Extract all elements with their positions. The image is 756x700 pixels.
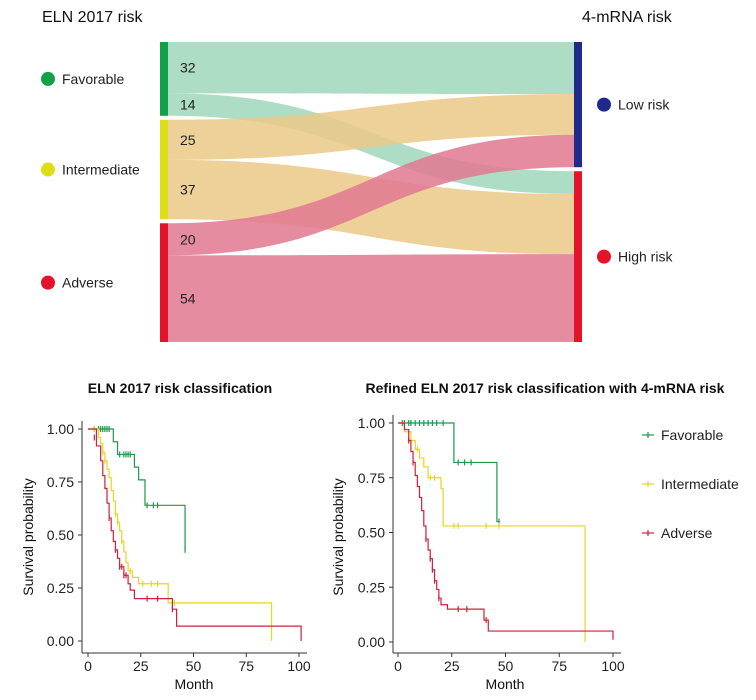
legend-dot-intermediate xyxy=(41,162,55,177)
km1-x-axis-label: Month xyxy=(175,676,214,692)
sankey-node-label-low: Low risk xyxy=(618,97,670,113)
x-tick-label: 75 xyxy=(551,658,567,674)
km-curve-adverse xyxy=(398,422,614,640)
km1-y-axis-label: Survival probability xyxy=(20,478,36,596)
legend-label-intermediate: Intermediate xyxy=(661,476,739,492)
km2-axes: 0.00 0.25 0.50 0.75 1.00 0 25 50 75 100 xyxy=(358,415,625,674)
legend-dot-adverse xyxy=(41,275,55,290)
km2-x-axis-label: Month xyxy=(486,676,525,692)
km2-y-axis-label: Survival probability xyxy=(330,478,346,596)
x-tick-label: 0 xyxy=(84,658,92,674)
sankey-node-label-adverse: Adverse xyxy=(62,275,114,291)
sankey-nodes xyxy=(160,42,582,342)
legend-dot-favorable xyxy=(41,71,55,86)
y-tick-label: 0.00 xyxy=(47,633,74,649)
y-tick-label: 0.25 xyxy=(358,579,385,595)
y-tick-label: 0.50 xyxy=(47,527,74,543)
sankey-flow-label: 54 xyxy=(180,291,196,307)
km-legend: Favorable Intermediate Adverse xyxy=(642,427,739,541)
sankey-node-label-intermediate: Intermediate xyxy=(62,162,140,178)
sankey-node-high xyxy=(574,171,582,342)
sankey-node-low xyxy=(574,42,582,168)
legend-label-adverse: Adverse xyxy=(661,525,713,541)
km1-axes: 0.00 0.25 0.50 0.75 1.00 0 25 50 75 100 xyxy=(47,421,311,674)
y-tick-label: 0.00 xyxy=(358,634,385,650)
km-curve-adverse xyxy=(88,428,302,641)
sankey-flow-label: 32 xyxy=(180,60,196,76)
km-curve-intermediate xyxy=(88,428,273,641)
sankey-node-favorable xyxy=(160,42,168,116)
sankey-labels: 32 14 25 37 20 54 Favorable Intermediate Adverse… xyxy=(41,60,673,307)
legend-dot-low xyxy=(597,97,611,112)
x-tick-label: 25 xyxy=(133,658,149,674)
x-tick-label: 50 xyxy=(186,658,202,674)
sankey-flow-intermediate-to-low xyxy=(168,94,574,160)
x-tick-label: 100 xyxy=(601,658,625,674)
km1-curves xyxy=(88,426,302,641)
sankey-node-label-favorable: Favorable xyxy=(62,71,124,87)
sankey-diagram: ELN 2017 risk 4-mRNA risk 32 14 25 37 20 54 Fa… xyxy=(41,9,673,342)
legend-dot-high xyxy=(597,249,611,264)
km2-title: Refined ELN 2017 risk classification wit… xyxy=(366,380,725,396)
sankey-flow-label: 14 xyxy=(180,97,196,113)
sankey-flow-favorable-to-low xyxy=(168,42,574,95)
sankey-node-label-high: High risk xyxy=(618,249,673,265)
sankey-flows xyxy=(168,42,574,342)
y-tick-label: 0.25 xyxy=(47,580,74,596)
y-tick-label: 1.00 xyxy=(358,415,385,431)
y-tick-label: 0.75 xyxy=(47,474,74,490)
legend-label-favorable: Favorable xyxy=(661,427,723,443)
km-plot-eln2017: ELN 2017 risk classification Month Survi… xyxy=(20,380,311,692)
sankey-left-title: ELN 2017 risk xyxy=(42,9,143,26)
km-curve-favorable xyxy=(398,422,500,523)
x-tick-label: 0 xyxy=(394,658,402,674)
sankey-flow-label: 20 xyxy=(180,231,196,247)
x-tick-label: 25 xyxy=(444,658,460,674)
x-tick-label: 75 xyxy=(238,658,254,674)
y-tick-label: 1.00 xyxy=(47,421,74,437)
km-plot-refined: Refined ELN 2017 risk classification wit… xyxy=(330,380,739,692)
sankey-flow-label: 37 xyxy=(180,182,196,198)
x-tick-label: 50 xyxy=(498,658,514,674)
sankey-flow-label: 25 xyxy=(180,132,196,148)
sankey-node-intermediate xyxy=(160,119,168,220)
km-curve-favorable xyxy=(88,428,186,550)
km-curve-intermediate xyxy=(398,422,586,642)
y-tick-label: 0.75 xyxy=(358,470,385,486)
sankey-flow-adverse-to-high xyxy=(168,254,574,342)
km1-title: ELN 2017 risk classification xyxy=(88,380,272,396)
x-tick-label: 100 xyxy=(287,658,311,674)
sankey-right-title: 4-mRNA risk xyxy=(582,9,673,26)
km2-curves xyxy=(398,420,614,642)
sankey-node-adverse xyxy=(160,223,168,342)
sankey-flow-adverse-to-low xyxy=(168,134,574,256)
y-tick-label: 0.50 xyxy=(358,525,385,541)
